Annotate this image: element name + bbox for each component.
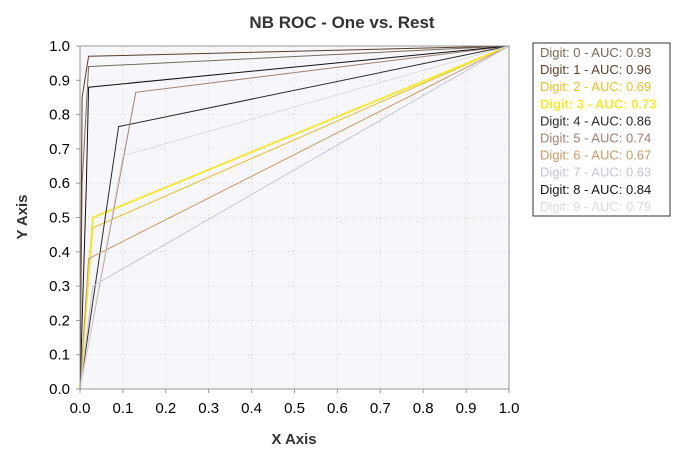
legend-item-3: Digit: 3 - AUC: 0.73 xyxy=(540,96,657,111)
x-tick-label: 0.6 xyxy=(327,400,348,417)
roc-series-8 xyxy=(79,45,510,390)
roc-series-1 xyxy=(79,45,510,390)
x-tick-label: 1.0 xyxy=(499,400,520,417)
x-tick-label: 0.2 xyxy=(155,400,176,417)
roc-series-9 xyxy=(79,45,510,390)
roc-series-7 xyxy=(79,45,510,390)
y-tick-label: 0.0 xyxy=(49,381,70,398)
x-axis-label: X Axis xyxy=(271,431,316,448)
legend-item-7: Digit: 7 - AUC: 0.63 xyxy=(540,165,651,180)
plot-area xyxy=(80,46,509,389)
legend-item-9: Digit: 9 - AUC: 0.79 xyxy=(540,199,651,214)
y-axis-label: Y Axis xyxy=(14,194,31,239)
y-tick-label: 0.6 xyxy=(49,175,70,192)
legend-item-2: Digit: 2 - AUC: 0.69 xyxy=(540,79,651,94)
y-tick-label: 0.8 xyxy=(49,107,70,124)
roc-series-3 xyxy=(79,45,510,390)
x-tick-label: 0.4 xyxy=(241,400,262,417)
y-tick-label: 0.9 xyxy=(49,72,70,89)
legend-item-1: Digit: 1 - AUC: 0.96 xyxy=(540,62,651,77)
roc-series-4 xyxy=(79,45,510,390)
x-tick-label: 0.1 xyxy=(112,400,133,417)
legend-items: Digit: 0 - AUC: 0.93 Digit: 1 - AUC: 0.96… xyxy=(540,45,657,214)
legend-item-5: Digit: 5 - AUC: 0.74 xyxy=(540,131,651,146)
legend-item-8: Digit: 8 - AUC: 0.84 xyxy=(540,182,651,197)
y-tick-label: 0.7 xyxy=(49,141,70,158)
x-tick-label: 0.5 xyxy=(284,400,305,417)
legend-item-0: Digit: 0 - AUC: 0.93 xyxy=(540,45,651,60)
y-tick-label: 0.1 xyxy=(49,347,70,364)
legend: Digit: 0 - AUC: 0.93 Digit: 1 - AUC: 0.96… xyxy=(532,42,671,217)
x-axis-ticks: 0.0 0.1 0.2 0.3 0.4 0.5 0.6 0.7 0.8 0.9 1.0 xyxy=(70,389,520,417)
x-tick-label: 0.7 xyxy=(370,400,391,417)
y-tick-label: 0.4 xyxy=(49,244,70,261)
y-tick-label: 0.3 xyxy=(49,278,70,295)
y-tick-label: 0.2 xyxy=(49,312,70,329)
y-axis-ticks: 0.0 0.1 0.2 0.3 0.4 0.5 0.6 0.7 0.8 0.9 1.0 xyxy=(49,38,80,398)
y-tick-label: 1.0 xyxy=(49,38,70,55)
x-tick-label: 0.3 xyxy=(198,400,219,417)
y-tick-label: 0.5 xyxy=(49,210,70,227)
x-tick-label: 0.0 xyxy=(70,400,91,417)
legend-box xyxy=(532,42,671,217)
roc-series-6 xyxy=(79,45,510,390)
legend-item-4: Digit: 4 - AUC: 0.86 xyxy=(540,113,651,128)
x-tick-label: 0.9 xyxy=(456,400,477,417)
series-lines xyxy=(79,45,510,390)
x-tick-label: 0.8 xyxy=(413,400,434,417)
chart-title: NB ROC - One vs. Rest xyxy=(249,13,434,32)
legend-item-6: Digit: 6 - AUC: 0.67 xyxy=(540,148,651,163)
